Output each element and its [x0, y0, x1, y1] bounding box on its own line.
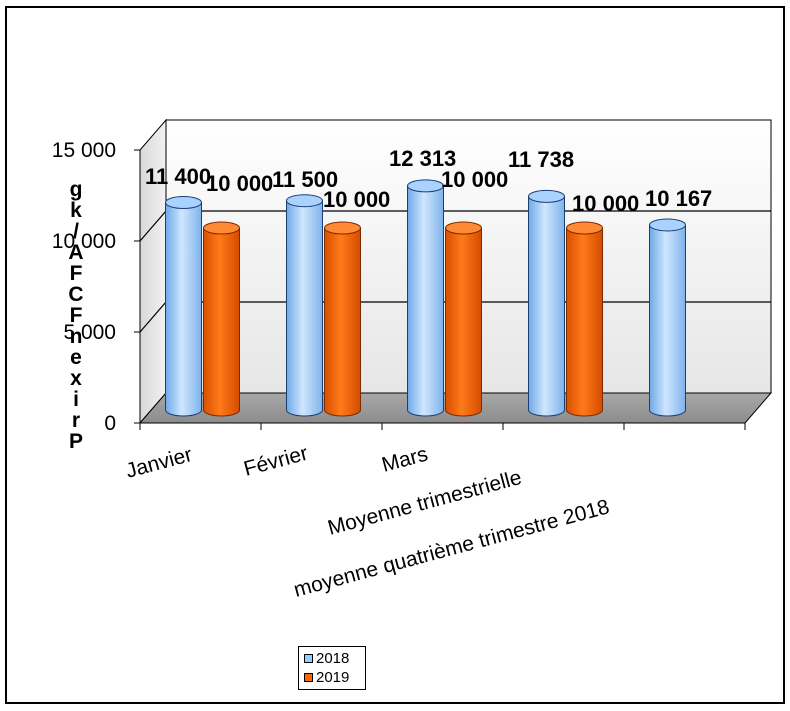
bar-2019-1 [324, 227, 361, 417]
legend-label-2018: 2018 [316, 650, 350, 667]
y-axis-title-char: / [73, 220, 79, 243]
legend: 2018 2019 [298, 646, 366, 690]
y-axis-title-char: x [70, 367, 82, 390]
bar-top-2018-4 [649, 218, 686, 232]
bar-top-2019-1 [324, 221, 361, 235]
y-tick-label: 10 000 [52, 230, 116, 253]
y-axis-title-char: i [73, 388, 79, 411]
bar-2018-0 [165, 202, 202, 417]
y-axis-title-char: k [70, 199, 82, 222]
chart-frame [5, 6, 785, 704]
data-label-2018-4: 10 167 [645, 186, 712, 211]
bar-top-2018-0 [165, 196, 202, 210]
y-axis-title-char: F [70, 262, 83, 285]
data-label-2019-3: 10 000 [572, 191, 639, 216]
category-label-2: Mars [379, 443, 430, 477]
bar-top-2018-2 [407, 179, 444, 193]
bar-top-2018-3 [528, 189, 565, 203]
category-label-4: moyenne quatrième trimestre 2018 [291, 495, 612, 602]
y-axis-title-char: n [70, 325, 83, 348]
bar-2018-1 [286, 200, 323, 417]
y-axis-title-char: P [69, 430, 83, 453]
data-label-2019-2: 10 000 [441, 167, 508, 192]
y-axis-title-char: r [72, 409, 80, 432]
category-label-0: Janvier [123, 443, 194, 483]
data-label-2018-3: 11 738 [508, 147, 574, 172]
bar-top-2019-3 [566, 221, 603, 235]
data-label-2018-1: 11 500 [272, 167, 338, 192]
category-label-1: Février [241, 442, 310, 481]
bar-2018-3 [528, 195, 565, 417]
y-axis-title-char: F [70, 304, 83, 327]
legend-item-2018: 2018 [304, 649, 365, 668]
y-tick-label: 0 [104, 412, 116, 435]
bar-2018-2 [407, 185, 444, 417]
bar-top-2019-0 [203, 221, 240, 235]
y-tick-label: 15 000 [52, 139, 116, 162]
bar-top-2018-1 [286, 194, 323, 208]
bar-2019-0 [203, 227, 240, 417]
y-tick-label: 5 000 [63, 321, 116, 344]
data-label-2019-1: 10 000 [323, 187, 390, 212]
legend-label-2019: 2019 [316, 669, 350, 686]
bar-2018-4 [649, 224, 686, 417]
y-axis-title-char: e [70, 346, 82, 369]
y-axis-title-char: g [70, 178, 83, 201]
legend-swatch-2019 [304, 673, 313, 682]
bar-top-2019-2 [445, 221, 482, 235]
bar-2019-2 [445, 227, 482, 417]
data-label-2019-0: 10 000 [206, 171, 273, 196]
y-axis-title-char: A [68, 241, 83, 264]
legend-item-2019: 2019 [304, 668, 365, 687]
data-label-2018-0: 11 400 [145, 164, 211, 189]
y-axis-title-char: C [68, 283, 83, 306]
legend-swatch-2018 [304, 654, 313, 663]
bar-2019-3 [566, 227, 603, 417]
data-label-2018-2: 12 313 [389, 146, 456, 171]
